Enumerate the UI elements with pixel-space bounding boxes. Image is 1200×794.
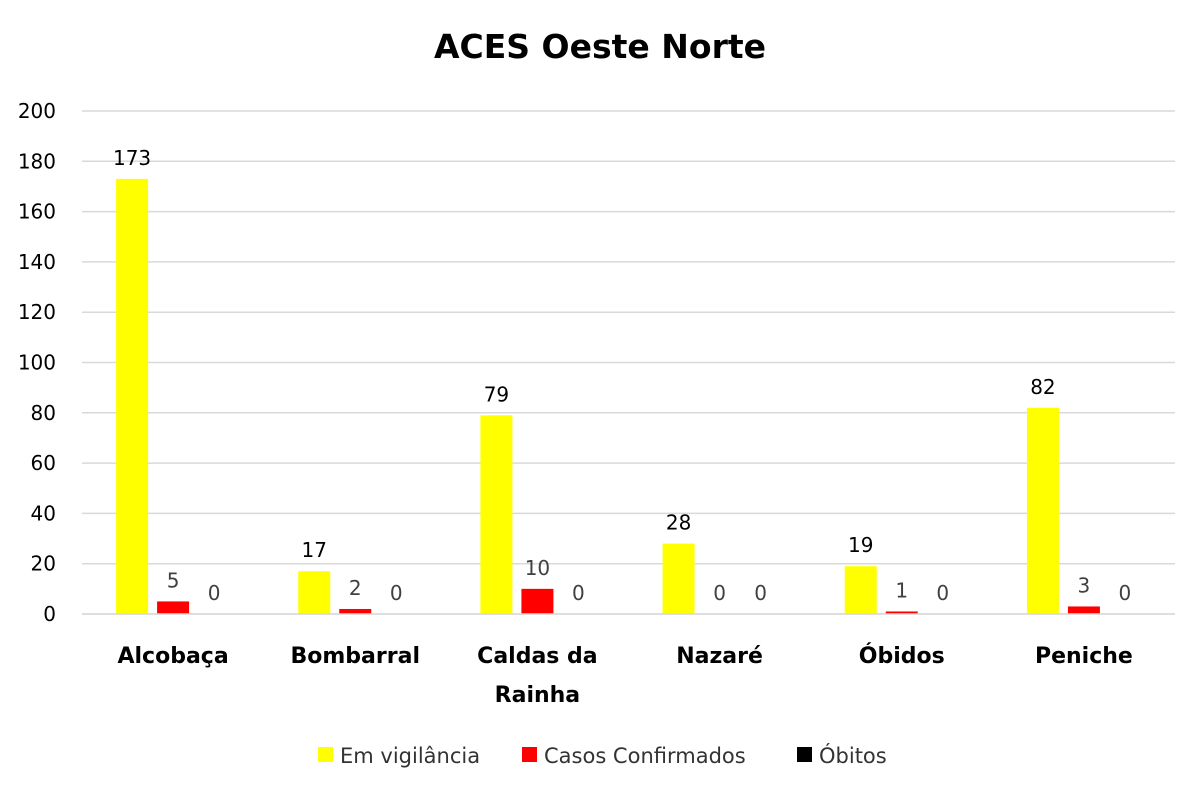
legend-swatch	[522, 747, 537, 762]
data-label: 0	[936, 581, 949, 605]
bar	[662, 543, 695, 614]
data-label: 3	[1078, 573, 1091, 597]
y-tick-label: 100	[18, 351, 56, 375]
y-tick-label: 120	[18, 300, 56, 324]
data-label: 79	[484, 382, 509, 406]
data-label: 0	[713, 581, 726, 605]
bars	[116, 178, 1100, 614]
data-label: 1	[895, 578, 908, 602]
data-label: 17	[302, 538, 327, 562]
bar	[157, 601, 190, 614]
y-tick-label: 20	[31, 552, 56, 576]
y-tick-label: 200	[18, 99, 56, 123]
y-tick-label: 160	[18, 200, 56, 224]
data-label: 0	[572, 581, 585, 605]
x-tick-label: Rainha	[495, 683, 581, 708]
legend-label: Casos Confirmados	[544, 744, 746, 768]
x-tick-label: Alcobaça	[117, 644, 228, 669]
gridlines	[82, 110, 1175, 615]
legend-label: Óbitos	[819, 743, 887, 768]
data-label: 0	[754, 581, 767, 605]
y-tick-label: 60	[31, 451, 56, 475]
data-label: 0	[208, 581, 221, 605]
bar	[298, 571, 331, 614]
legend-swatch	[797, 747, 812, 762]
x-tick-label: Óbidos	[859, 643, 945, 669]
data-label: 173	[113, 146, 151, 170]
bar	[1026, 407, 1059, 614]
x-tick-label: Peniche	[1035, 644, 1133, 669]
bar	[521, 588, 554, 614]
data-label: 0	[390, 581, 403, 605]
y-tick-label: 180	[18, 149, 56, 173]
y-tick-label: 0	[43, 602, 56, 626]
bar	[116, 178, 149, 614]
legend: Em vigilância Casos Confirmados Óbitos	[318, 743, 887, 768]
chart-title: ACES Oeste Norte	[434, 27, 766, 66]
x-tick-label: Caldas da	[477, 644, 597, 669]
y-tick-label: 80	[31, 401, 56, 425]
data-label: 82	[1030, 375, 1055, 399]
data-labels: 173 17 79 28 19 82 5 2 10 0 1 3 0 0 0 0 0 0	[113, 146, 1131, 605]
data-label: 2	[349, 576, 362, 600]
x-axis: Alcobaça Bombarral Caldas da Rainha Nazaré Ób…	[82, 613, 1175, 708]
legend-label: Em vigilância	[340, 744, 480, 768]
bar	[885, 611, 918, 614]
x-tick-label: Bombarral	[291, 644, 421, 669]
y-tick-label: 140	[18, 250, 56, 274]
y-axis: 0 20 40 60 80 100 120 140 160 180 200	[18, 99, 56, 626]
data-label: 19	[848, 533, 873, 557]
legend-swatch	[318, 747, 333, 762]
bar	[339, 608, 372, 614]
data-label: 0	[1119, 581, 1132, 605]
data-label: 28	[666, 511, 691, 535]
data-label: 10	[525, 556, 550, 580]
x-tick-label: Nazaré	[676, 644, 763, 669]
bar	[844, 566, 877, 614]
bar	[480, 415, 513, 614]
y-tick-label: 40	[31, 501, 56, 525]
data-label: 5	[167, 568, 180, 592]
bar	[1067, 606, 1100, 614]
